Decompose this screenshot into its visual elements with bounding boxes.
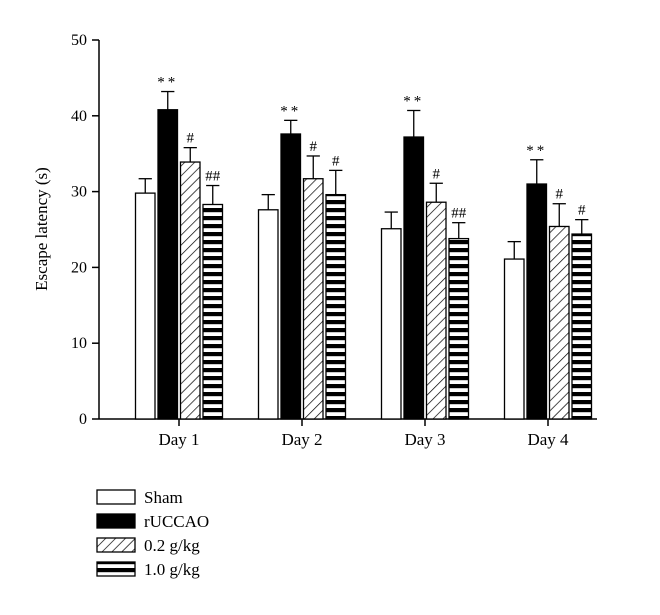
legend-label: 0.2 g/kg <box>144 536 200 555</box>
bar-white-1 <box>134 192 156 420</box>
error-bars <box>138 90 589 260</box>
significance-mark: ## <box>451 206 467 222</box>
x-tick-label: Day 1 <box>158 430 199 449</box>
significance-mark: ** <box>403 93 424 109</box>
bar-black-1 <box>157 109 179 420</box>
legend-label: rUCCAO <box>144 512 209 531</box>
x-tick-label: Day 3 <box>404 430 445 449</box>
bar-black-3 <box>403 136 425 420</box>
bar-diagonal-1 <box>179 161 201 420</box>
legend-swatch-black <box>96 513 136 529</box>
bars <box>134 109 593 420</box>
y-tick-label: 50 <box>71 32 87 49</box>
significance-mark: # <box>433 166 441 182</box>
x-ticks: Day 1 Day 2 Day 3 Day 4 <box>158 419 569 449</box>
significance-mark: ** <box>526 143 547 159</box>
significance-mark: ** <box>157 75 178 91</box>
bar-white-3 <box>380 228 402 420</box>
bar-horizontal-2 <box>325 193 347 420</box>
legend-swatch-horizontal <box>96 561 136 577</box>
legend: Sham rUCCAO 0.2 g/kg 1.0 g/kg <box>96 488 209 579</box>
significance-mark: ** <box>280 103 301 119</box>
y-tick-label: 30 <box>71 184 87 201</box>
significance-mark: ## <box>205 169 221 185</box>
bar-horizontal-3 <box>448 237 470 420</box>
y-tick-label: 0 <box>79 411 87 428</box>
bar-diagonal-4 <box>548 225 570 420</box>
legend-label: Sham <box>144 488 183 507</box>
bar-white-2 <box>257 209 279 420</box>
bar-diagonal-2 <box>302 178 324 420</box>
significance-mark: # <box>310 139 318 155</box>
x-tick-label: Day 4 <box>527 430 569 449</box>
legend-swatch-diagonal <box>96 537 136 553</box>
legend-label: 1.0 g/kg <box>144 560 200 579</box>
significance-mark: # <box>332 153 340 169</box>
bar-white-4 <box>503 258 525 420</box>
y-tick-label: 40 <box>71 108 87 125</box>
significance-mark: # <box>187 131 195 147</box>
bar-horizontal-4 <box>571 233 593 420</box>
legend-swatch-white <box>96 489 136 505</box>
y-tick-label: 20 <box>71 259 87 276</box>
y-axis-title: Escape latency (s) <box>32 167 51 291</box>
significance-mark: # <box>556 187 564 203</box>
significance-annotations: **###**##**###**## <box>157 75 586 222</box>
bar-diagonal-3 <box>425 201 447 420</box>
y-tick-label: 10 <box>71 335 87 352</box>
x-tick-label: Day 2 <box>281 430 322 449</box>
significance-mark: # <box>578 203 586 219</box>
y-ticks: 0 10 20 30 40 50 <box>71 32 99 428</box>
bar-black-4 <box>526 183 548 420</box>
bar-horizontal-1 <box>202 203 224 420</box>
bar-black-2 <box>280 133 302 420</box>
